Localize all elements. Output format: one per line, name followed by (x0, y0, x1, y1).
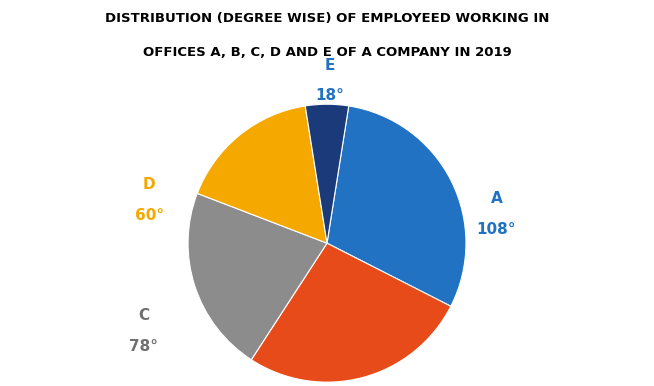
Text: OFFICES A, B, C, D AND E OF A COMPANY IN 2019: OFFICES A, B, C, D AND E OF A COMPANY IN… (143, 46, 511, 59)
Wedge shape (251, 243, 451, 382)
Wedge shape (305, 104, 349, 243)
Text: E: E (324, 58, 335, 73)
Text: A: A (490, 191, 502, 206)
Text: 18°: 18° (315, 88, 344, 103)
Text: D: D (143, 177, 156, 192)
Text: 108°: 108° (477, 222, 516, 237)
Text: 78°: 78° (129, 339, 158, 354)
Text: 60°: 60° (135, 208, 164, 223)
Text: C: C (138, 308, 149, 323)
Wedge shape (327, 106, 466, 306)
Text: DISTRIBUTION (DEGREE WISE) OF EMPLOYEED WORKING IN: DISTRIBUTION (DEGREE WISE) OF EMPLOYEED … (105, 12, 549, 25)
Wedge shape (198, 106, 327, 243)
Wedge shape (188, 193, 327, 360)
